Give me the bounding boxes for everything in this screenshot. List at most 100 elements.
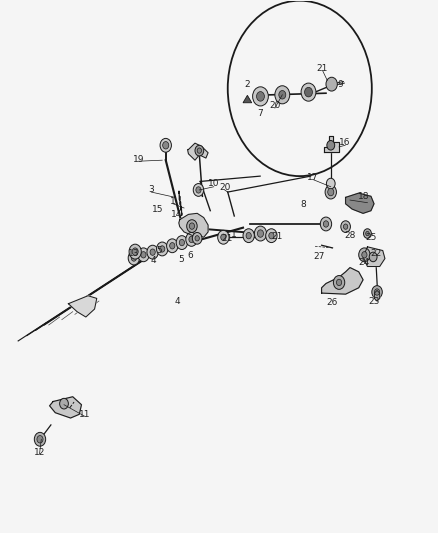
Circle shape [179,239,184,246]
Circle shape [156,242,168,256]
Circle shape [323,221,328,227]
Polygon shape [321,268,363,294]
Circle shape [187,220,197,232]
Circle shape [60,398,68,409]
Circle shape [141,252,146,258]
Polygon shape [179,213,208,239]
Circle shape [364,229,371,238]
Circle shape [34,432,46,446]
Circle shape [369,252,377,262]
Circle shape [160,139,171,152]
Text: 6: 6 [187,252,193,260]
Text: 11: 11 [79,410,91,419]
Circle shape [189,223,194,229]
Circle shape [327,141,335,150]
Circle shape [186,232,197,246]
Text: 4: 4 [175,296,180,305]
Text: 27: 27 [314,252,325,261]
Circle shape [221,234,226,240]
Polygon shape [363,247,385,266]
Circle shape [196,187,201,193]
Text: 25: 25 [365,233,377,243]
Circle shape [320,217,332,231]
Text: 9: 9 [337,80,343,89]
Circle shape [150,249,155,255]
Text: 7: 7 [257,109,262,118]
Circle shape [333,276,345,289]
Text: 21: 21 [272,232,283,241]
Circle shape [246,232,251,239]
Polygon shape [243,95,252,103]
Polygon shape [49,397,81,418]
Text: 4: 4 [151,256,156,264]
Circle shape [279,91,286,99]
Circle shape [341,221,350,232]
Text: 16: 16 [339,138,351,147]
Circle shape [192,232,202,244]
Circle shape [304,87,312,97]
Circle shape [275,86,290,104]
Polygon shape [187,143,208,160]
Text: 5: 5 [178,255,184,264]
Circle shape [359,248,370,262]
Circle shape [301,83,316,101]
Circle shape [170,243,175,249]
Text: 21: 21 [317,64,328,72]
Circle shape [159,246,165,252]
Text: 18: 18 [358,192,370,201]
Text: 15: 15 [152,205,164,214]
Polygon shape [68,296,97,317]
Text: 28: 28 [344,231,356,240]
Text: 23: 23 [369,296,380,305]
Circle shape [129,244,141,259]
Text: 2: 2 [244,80,250,89]
Circle shape [362,252,367,258]
Circle shape [326,178,335,189]
Polygon shape [374,290,380,301]
Circle shape [253,87,268,106]
Text: 17: 17 [307,173,318,182]
Text: 10: 10 [208,179,219,188]
Circle shape [166,239,178,253]
Circle shape [366,231,369,236]
Circle shape [266,229,277,243]
Circle shape [258,230,264,237]
Text: 12: 12 [34,448,45,457]
Circle shape [328,188,334,196]
Circle shape [195,236,199,241]
Circle shape [162,142,169,149]
Text: 26: 26 [326,297,337,306]
Text: 22: 22 [371,249,382,258]
Circle shape [218,230,229,244]
Circle shape [243,229,254,243]
Circle shape [325,185,336,199]
Text: 8: 8 [300,200,306,209]
Text: 14: 14 [171,211,183,220]
Circle shape [147,245,158,259]
Circle shape [372,286,382,298]
Text: 5: 5 [156,246,162,255]
Circle shape [37,435,43,443]
Text: 13: 13 [127,249,139,258]
Text: 20: 20 [269,101,281,110]
Text: 3: 3 [148,185,154,194]
Text: 20: 20 [219,183,230,192]
Circle shape [336,279,342,286]
Polygon shape [346,193,374,213]
Circle shape [269,232,274,239]
Circle shape [189,236,194,243]
Text: 19: 19 [132,155,144,164]
Circle shape [131,255,137,261]
Circle shape [176,236,187,249]
Circle shape [128,251,140,265]
Text: 1: 1 [170,197,176,206]
Circle shape [132,248,138,255]
Circle shape [138,248,149,262]
Polygon shape [324,136,339,152]
Text: 21: 21 [222,234,233,243]
Circle shape [257,92,265,101]
Circle shape [195,146,204,156]
Circle shape [193,183,204,196]
Circle shape [197,148,201,154]
Text: 24: 24 [358,258,370,266]
